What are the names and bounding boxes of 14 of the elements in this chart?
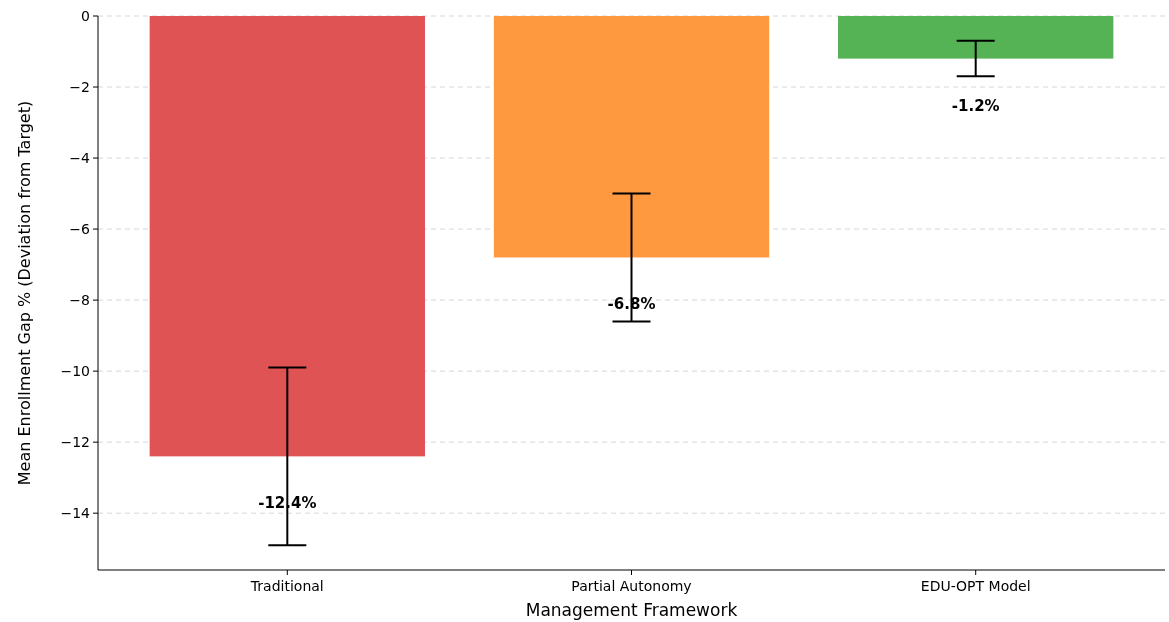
y-tick-label: −12: [60, 434, 90, 451]
y-tick-label: −14: [60, 505, 91, 522]
x-tick-label: Partial Autonomy: [571, 578, 692, 594]
y-tick-label: −2: [69, 78, 90, 95]
y-axis-title: Mean Enrollment Gap % (Deviation from Target): [15, 100, 34, 486]
y-tick-label: −8: [69, 292, 90, 308]
y-tick-label: −10: [60, 363, 90, 380]
y-tick-label: 0: [81, 7, 90, 24]
x-axis-title: Management Framework: [525, 600, 738, 620]
y-tick-label: −6: [69, 220, 91, 237]
data-label: -1.2%: [951, 96, 1000, 115]
x-tick-label: Traditional: [249, 578, 324, 594]
x-tick-label: EDU-OPT Model: [920, 578, 1031, 594]
y-tick-label: −4: [69, 149, 91, 166]
